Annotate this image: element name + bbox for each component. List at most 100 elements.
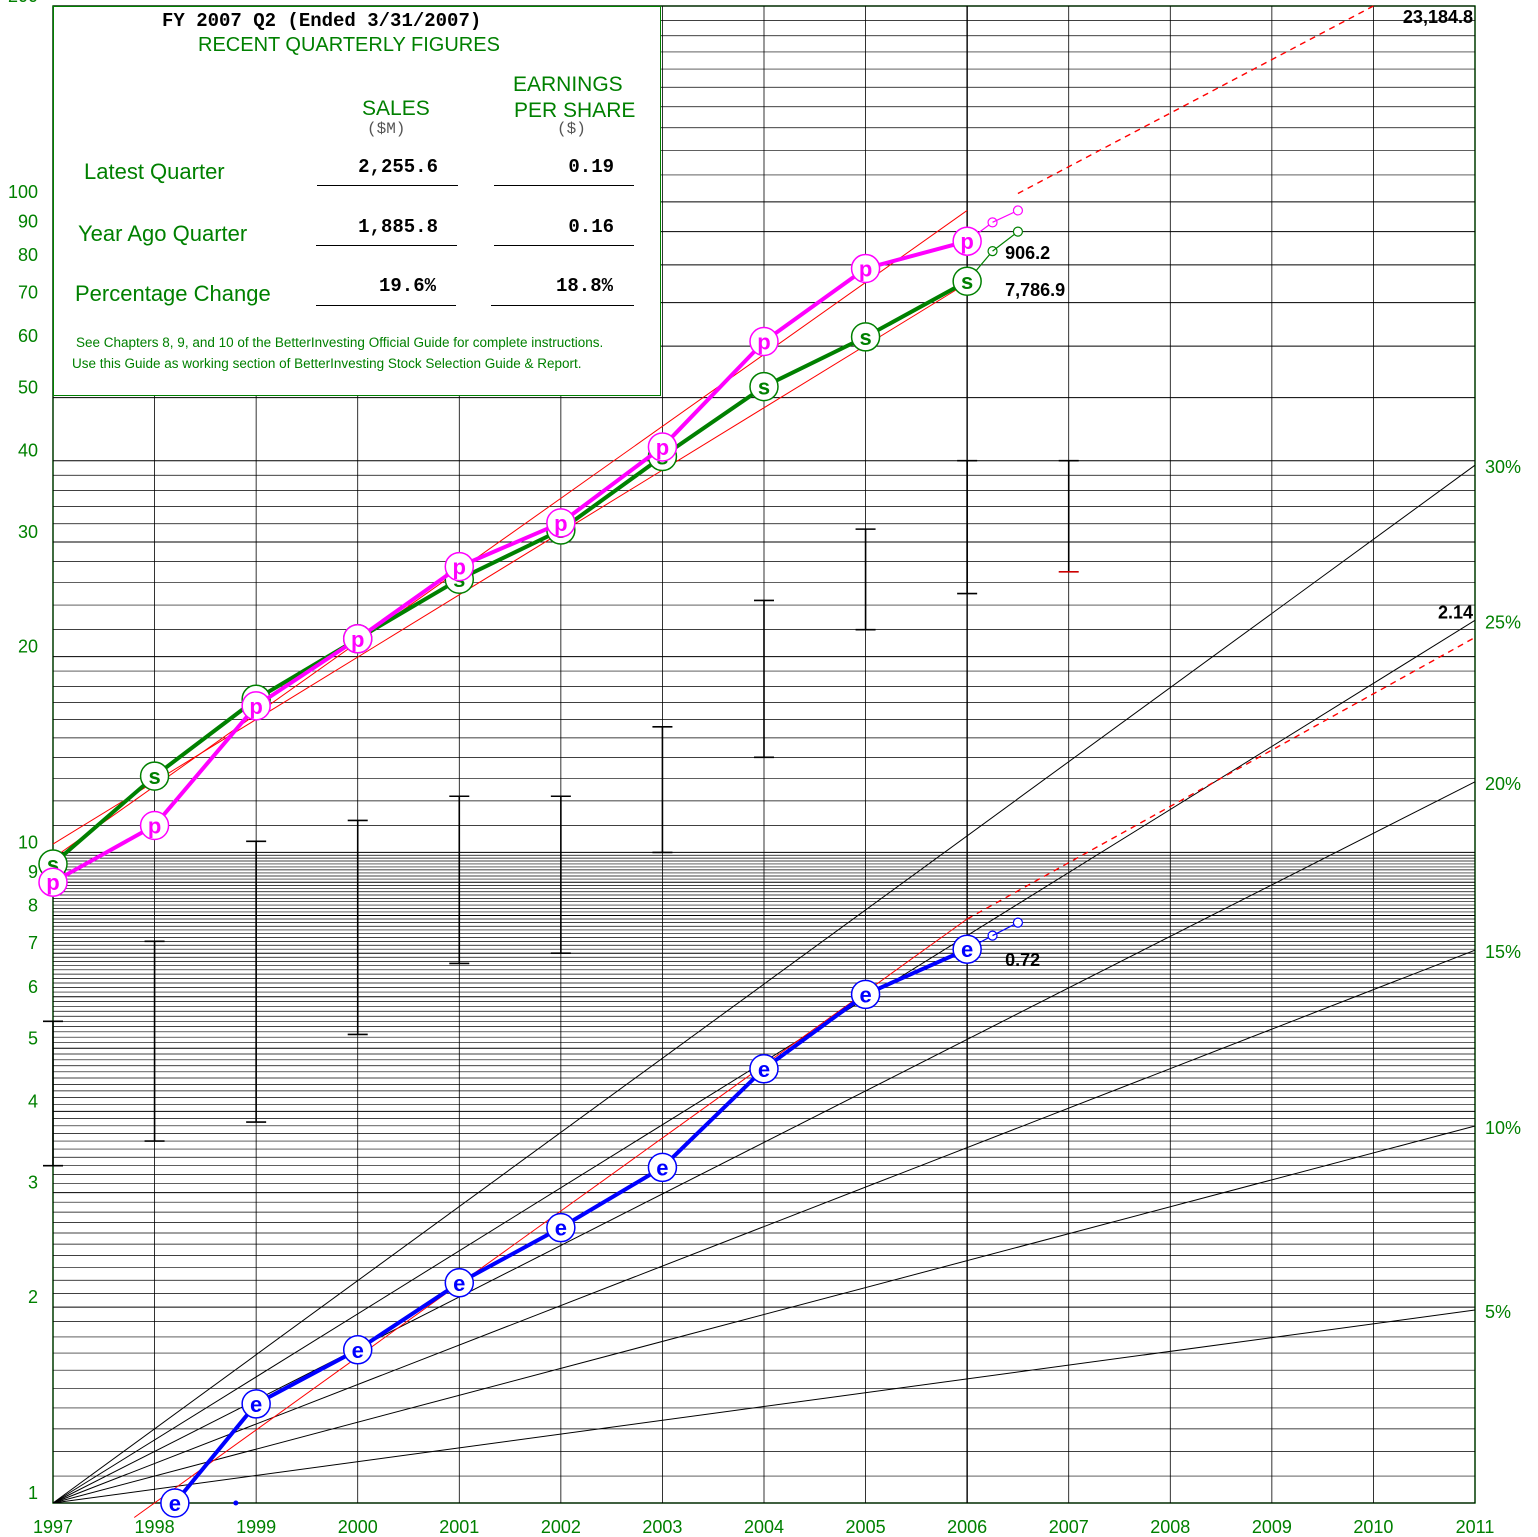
quarterly-point-s <box>1012 226 1024 237</box>
eps-unit: ($) <box>557 120 586 138</box>
data-point-s <box>850 322 881 352</box>
latest-quarter-eps: 0.19 <box>568 156 614 178</box>
x-tick-label: 2002 <box>541 1517 581 1537</box>
growth-rate-label: 10% <box>1485 1118 1521 1138</box>
data-point-label-e: e <box>453 1271 465 1296</box>
eps-column-header-line1: EARNINGS <box>513 73 623 96</box>
instructions-note-line2: Use this Guide as working section of Bet… <box>72 356 582 371</box>
y-tick-label: 60 <box>18 326 38 346</box>
annotation-label: 2.14 <box>1438 602 1473 622</box>
data-point-label-p: p <box>859 256 872 281</box>
underline <box>316 305 456 306</box>
data-point-label-p: p <box>453 555 466 580</box>
y-tick-label: 6 <box>28 977 38 997</box>
data-point-p <box>342 624 373 654</box>
year-ago-quarter-eps: 0.16 <box>568 216 614 238</box>
y-tick-label: 9 <box>28 862 38 882</box>
y-tick-label: 30 <box>18 522 38 542</box>
x-tick-label: 2003 <box>642 1517 682 1537</box>
data-point-label-e: e <box>250 1392 262 1417</box>
data-point-label-s: s <box>148 764 160 789</box>
quarterly-point-e <box>1012 917 1024 928</box>
data-point-label-p: p <box>960 229 973 254</box>
x-tick-label: 2009 <box>1252 1517 1292 1537</box>
series-line-p <box>52 239 968 884</box>
growth-rate-line <box>52 1309 1476 1504</box>
instructions-note-line1: See Chapters 8, 9, and 10 of the BetterI… <box>76 335 604 350</box>
recent-figures-heading: RECENT QUARTERLY FIGURES <box>198 34 500 56</box>
data-point-label-e: e <box>169 1491 181 1516</box>
x-tick-label: 2007 <box>1049 1517 1089 1537</box>
x-tick-label: 2004 <box>744 1517 784 1537</box>
y-tick-label: 1 <box>28 1483 38 1503</box>
data-point-label-e: e <box>352 1338 364 1363</box>
recent-quarterly-figures-panel: FY 2007 Q2 (Ended 3/31/2007) RECENT QUAR… <box>53 6 661 396</box>
data-point-p <box>850 253 881 284</box>
y-tick-label: 80 <box>18 245 38 265</box>
latest-quarter-label: Latest Quarter <box>84 159 225 184</box>
data-point-e <box>444 1268 475 1298</box>
sales-column-header: SALES <box>362 97 430 120</box>
data-point-e <box>850 979 881 1010</box>
growth-rate-label: 25% <box>1485 612 1521 632</box>
percentage-change-eps: 18.8% <box>555 275 613 297</box>
growth-rate-line <box>52 949 1476 1504</box>
y-tick-label: 70 <box>18 283 38 303</box>
x-tick-label: 2000 <box>338 1517 378 1537</box>
data-point-e <box>952 934 982 964</box>
underline <box>494 245 634 246</box>
data-point-label-p: p <box>249 694 262 719</box>
underline <box>491 305 634 306</box>
data-point-e <box>241 1389 271 1419</box>
growth-rate-line <box>52 781 1476 1504</box>
year-ago-quarter-sales: 1,885.8 <box>358 216 438 238</box>
trend-projection-e <box>966 636 1476 920</box>
y-tick-label: 20 <box>18 637 38 657</box>
data-point-e <box>749 1054 779 1084</box>
x-tick-label: 1998 <box>135 1517 175 1537</box>
projection-line-s <box>992 231 1019 252</box>
data-point-s <box>952 266 982 296</box>
data-point-label-e: e <box>859 982 871 1007</box>
data-point-label-p: p <box>148 813 161 838</box>
underline <box>494 185 634 186</box>
x-tick-label: 2006 <box>947 1517 987 1537</box>
quarterly-point-p <box>1012 205 1024 216</box>
data-point-e <box>546 1212 576 1243</box>
y-tick-label: 200 <box>8 0 38 6</box>
growth-rate-label: 30% <box>1485 457 1521 477</box>
y-tick-label: 3 <box>28 1173 38 1193</box>
data-point-label-e: e <box>758 1057 770 1082</box>
data-point-label-p: p <box>656 435 669 460</box>
x-tick-label: 1999 <box>236 1517 276 1537</box>
data-point-label-s: s <box>961 269 973 294</box>
data-point-p <box>647 432 678 462</box>
data-point-label-s: s <box>859 325 871 350</box>
y-tick-label: 2 <box>28 1287 38 1307</box>
series-value-label: 7,786.9 <box>1005 280 1065 300</box>
underline <box>317 185 458 186</box>
stray-point-e <box>233 1500 239 1506</box>
series-value-label: 906.2 <box>1005 243 1050 263</box>
data-point-label-p: p <box>46 870 59 895</box>
growth-rate-label: 5% <box>1485 1302 1511 1322</box>
data-point-label-e: e <box>656 1155 668 1180</box>
data-point-label-p: p <box>554 511 567 536</box>
fiscal-period-header: FY 2007 Q2 (Ended 3/31/2007) <box>162 10 482 32</box>
year-ago-quarter-label: Year Ago Quarter <box>78 221 248 246</box>
y-tick-label: 4 <box>28 1091 38 1111</box>
growth-rate-line <box>52 1125 1476 1504</box>
data-point-e <box>647 1152 678 1183</box>
data-point-s <box>749 371 779 402</box>
data-point-label-p: p <box>351 627 364 652</box>
annotation-label: 23,184.8 <box>1403 7 1473 27</box>
data-point-p <box>38 867 68 897</box>
data-point-label-s: s <box>758 375 770 400</box>
data-point-e <box>160 1488 190 1518</box>
data-point-p <box>749 326 779 357</box>
data-point-label-e: e <box>555 1216 567 1241</box>
sales-unit: ($M) <box>367 120 406 138</box>
y-tick-label: 100 <box>8 182 38 202</box>
percentage-change-label: Percentage Change <box>75 281 271 306</box>
